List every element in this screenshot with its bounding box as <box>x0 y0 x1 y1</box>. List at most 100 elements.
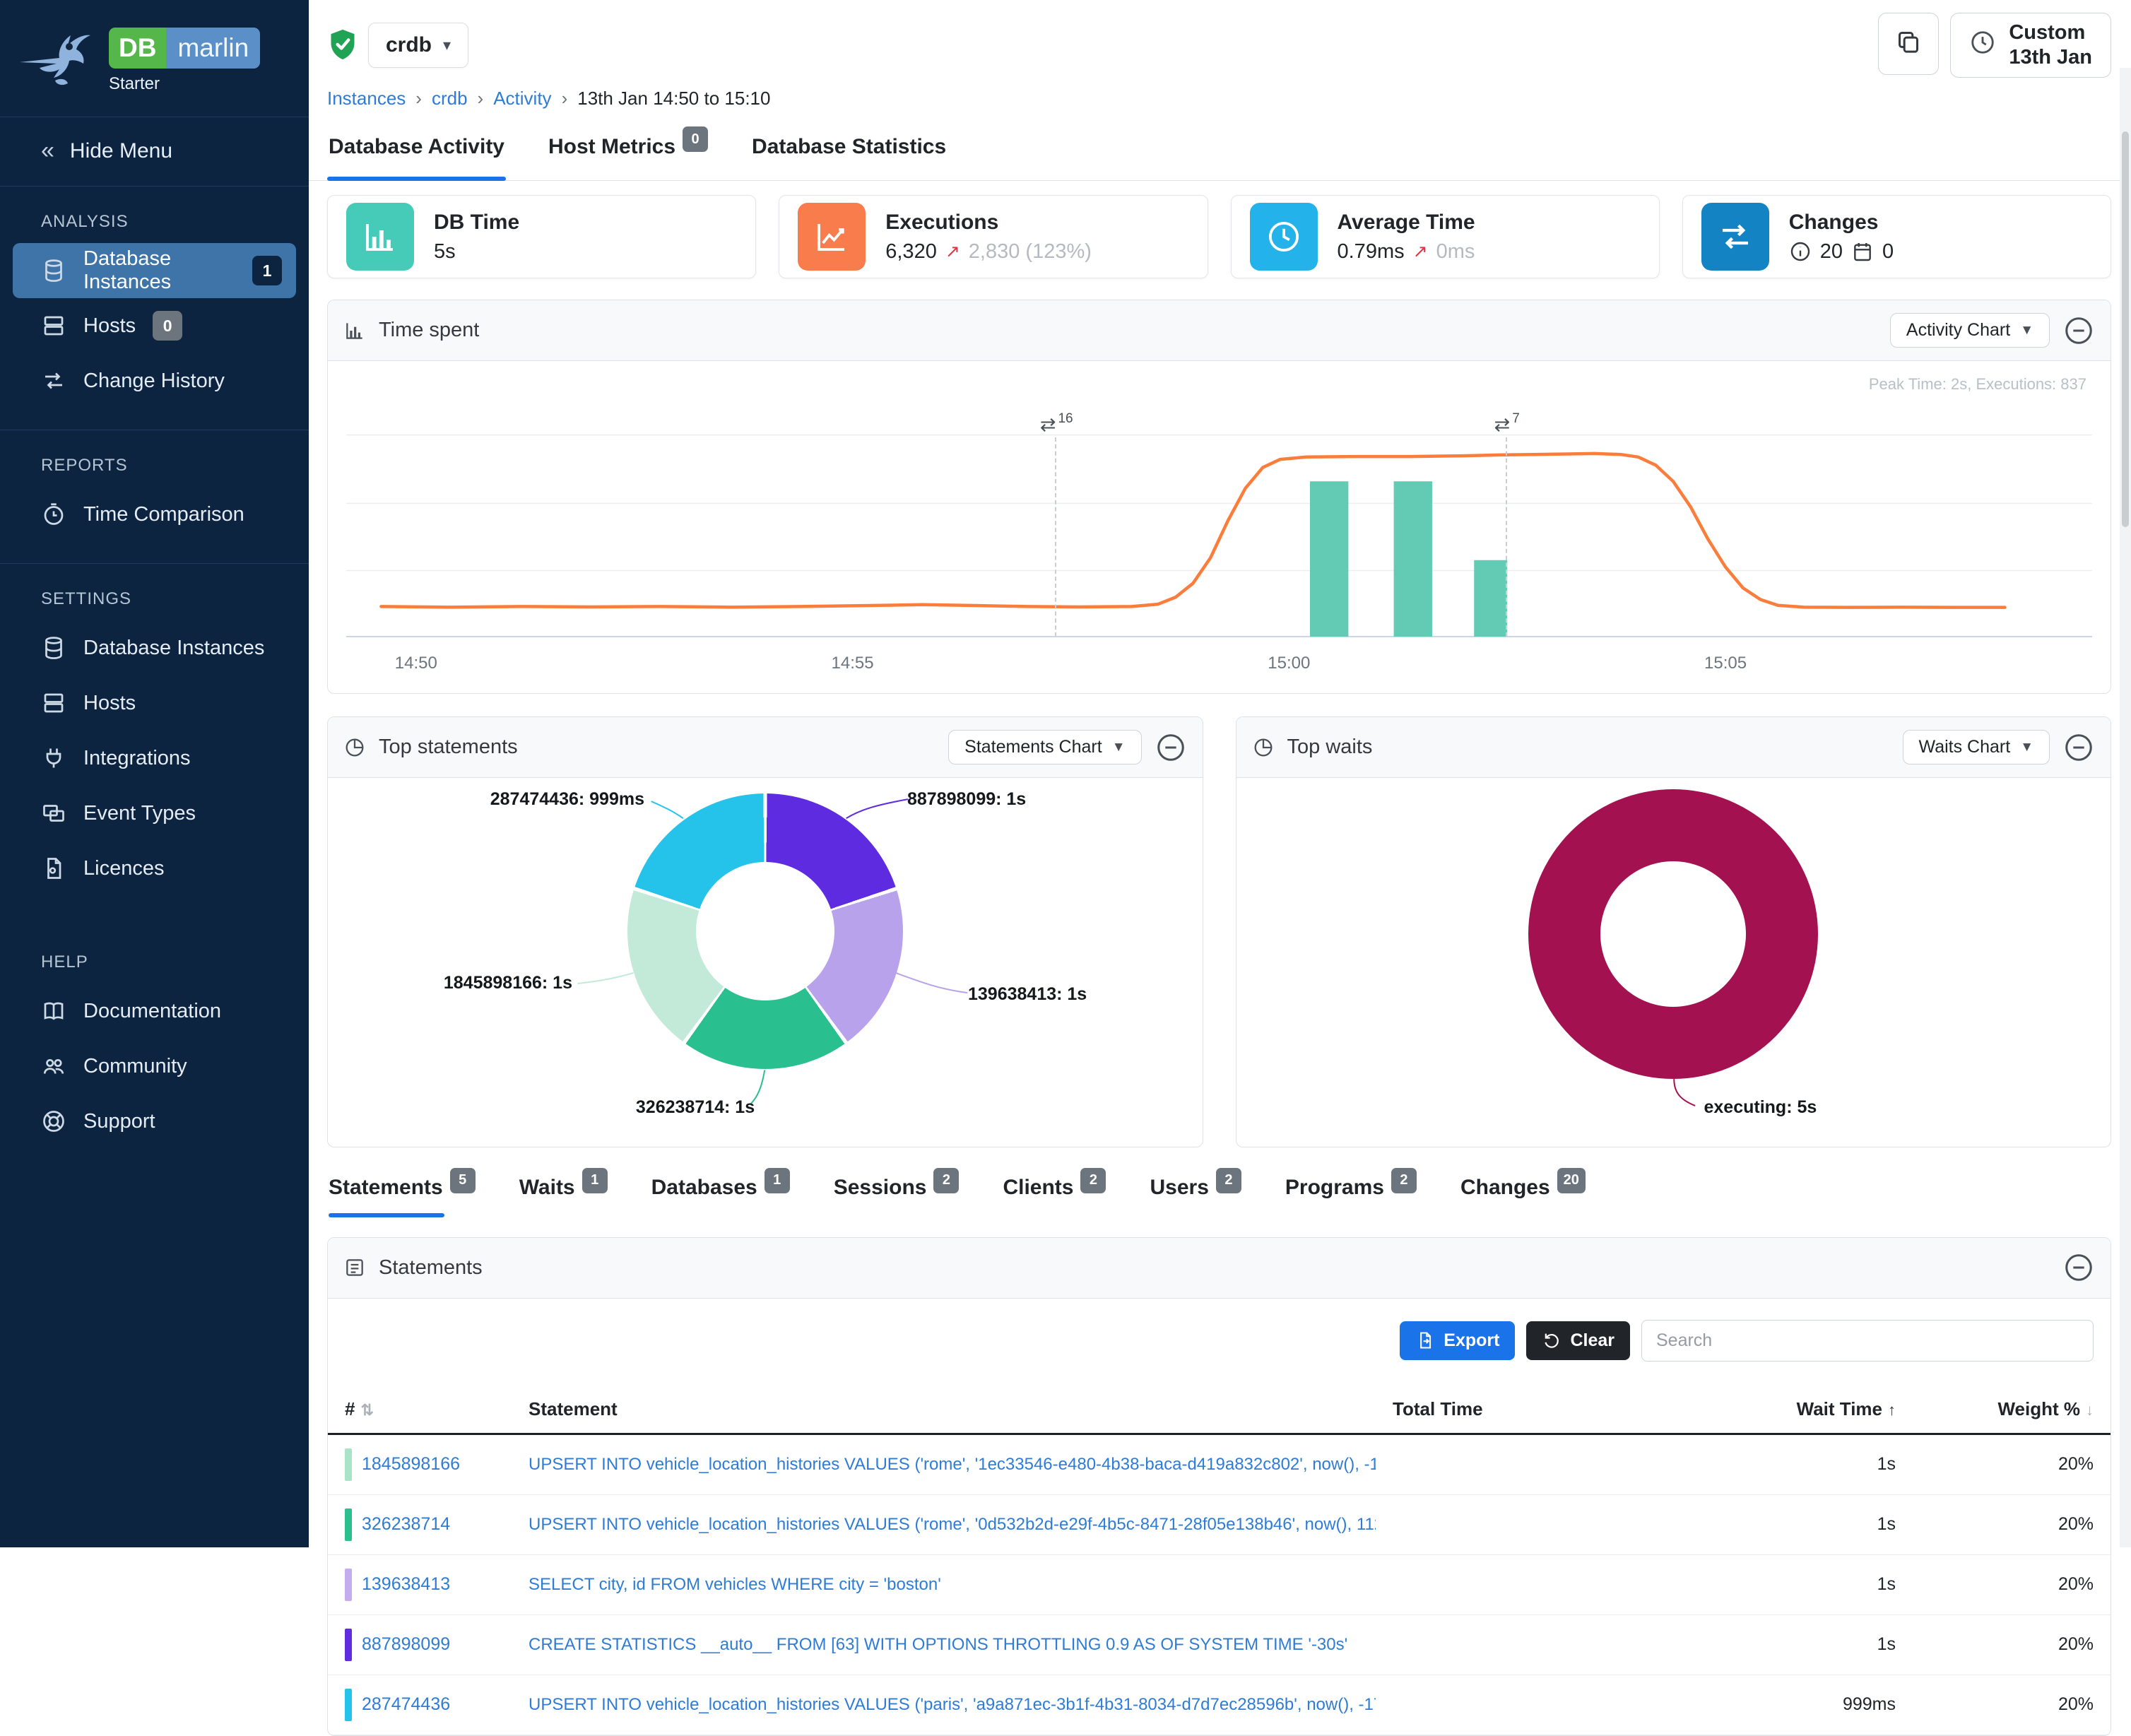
time-spent-svg <box>346 405 2092 637</box>
database-icon <box>41 258 66 283</box>
sidebar-item-database-instances[interactable]: Database Instances 1 <box>13 243 296 298</box>
time-spent-panel: Time spent Activity Chart ▼ Peak Time: 2… <box>327 300 2111 695</box>
statements-panel: Statements Export Clear #⇅ <box>327 1236 2111 1736</box>
pie-chart-icon <box>1252 736 1275 759</box>
column-header-statement[interactable]: Statement <box>512 1385 1376 1435</box>
sidebar-item-settings-hosts[interactable]: Hosts <box>0 675 309 731</box>
count-badge: 1 <box>252 256 282 285</box>
detail-tab-changes[interactable]: Changes 20 <box>1460 1167 1586 1217</box>
vertical-scrollbar[interactable] <box>2120 68 2131 1547</box>
sidebar-item-integrations[interactable]: Integrations <box>0 731 309 786</box>
sidebar-item-time-comparison[interactable]: Time Comparison <box>0 487 309 542</box>
statement-link[interactable]: UPSERT INTO vehicle_location_histories V… <box>529 1514 1376 1534</box>
collapse-panel-icon[interactable] <box>1155 731 1187 764</box>
detail-tab-statements[interactable]: Statements 5 <box>329 1167 476 1217</box>
column-header-weight[interactable]: Weight % ↓ <box>1913 1385 2111 1435</box>
sidebar-item-label: Licences <box>83 856 165 880</box>
hide-menu-button[interactable]: « Hide Menu <box>0 117 309 187</box>
detail-tab-users[interactable]: Users 2 <box>1150 1167 1241 1217</box>
sidebar-item-change-history[interactable]: Change History <box>0 353 309 408</box>
detail-tab-clients[interactable]: Clients 2 <box>1003 1167 1106 1217</box>
column-header-wait-time[interactable]: Wait Time ↑ <box>1680 1385 1913 1435</box>
donut-slice-label: 139638413: 1s <box>968 984 1087 1005</box>
sidebar-item-settings-database-instances[interactable]: Database Instances <box>0 620 309 675</box>
activity-chart-select[interactable]: Activity Chart ▼ <box>1889 313 2050 348</box>
tab-label: Users <box>1150 1176 1209 1200</box>
swap-arrows-icon <box>41 368 66 394</box>
statement-link[interactable]: CREATE STATISTICS __auto__ FROM [63] WIT… <box>529 1634 1348 1654</box>
detail-tab-programs[interactable]: Programs 2 <box>1285 1167 1417 1217</box>
time-spent-chart: Peak Time: 2s, Executions: 837 ⇄ 16 ⇄ 7 14… <box>328 361 2111 693</box>
waits-chart-select[interactable]: Waits Chart ▼ <box>1902 730 2050 765</box>
breadcrumb-activity[interactable]: Activity <box>493 87 552 109</box>
sidebar-item-licences[interactable]: Licences <box>0 841 309 896</box>
change-annotation-marker[interactable]: ⇄ 7 <box>1494 411 1520 436</box>
statement-id-link[interactable]: 287474436 <box>362 1694 451 1715</box>
caret-down-icon: ▼ <box>2020 739 2033 755</box>
statement-id-link[interactable]: 1845898166 <box>362 1454 461 1475</box>
collapse-panel-icon[interactable] <box>2062 1251 2095 1284</box>
export-icon <box>1415 1330 1435 1350</box>
statement-link[interactable]: UPSERT INTO vehicle_location_histories V… <box>529 1454 1376 1474</box>
clear-button[interactable]: Clear <box>1526 1321 1630 1360</box>
search-input[interactable] <box>1641 1319 2094 1362</box>
sidebar-item-event-types[interactable]: Event Types <box>0 786 309 841</box>
top-waits-header: Top waits Waits Chart ▼ <box>1236 717 2111 779</box>
sidebar-item-support[interactable]: Support <box>0 1094 309 1149</box>
brand-marlin: marlin <box>166 27 261 69</box>
statement-id-link[interactable]: 887898099 <box>362 1634 451 1655</box>
top-statements-panel: Top statements Statements Chart ▼ <box>327 716 1203 1148</box>
sidebar: DB marlin Starter « Hide Menu ANALYSIS D… <box>0 0 309 1547</box>
tab-database-statistics[interactable]: Database Statistics <box>750 125 948 181</box>
wait-time-value: 999ms <box>1680 1675 1913 1735</box>
app-logo[interactable]: DB marlin Starter <box>0 0 309 117</box>
statement-id-link[interactable]: 326238714 <box>362 1514 451 1535</box>
tab-database-activity[interactable]: Database Activity <box>327 125 506 181</box>
kpi-info-count: 20 <box>1819 240 1843 263</box>
table-row: 287474436 UPSERT INTO vehicle_location_h… <box>328 1675 2111 1735</box>
kpi-average-time: Average Time 0.79ms ↗ 0ms <box>1230 195 1660 279</box>
section-title: HELP <box>41 952 88 972</box>
detail-tab-waits[interactable]: Waits 1 <box>519 1167 608 1217</box>
sidebar-item-hosts[interactable]: Hosts 0 <box>0 298 309 353</box>
kpi-row: DB Time 5s Executions 6,320 ↗ 2,830 (123… <box>327 195 2111 279</box>
kpi-value: 6,320 <box>885 240 937 263</box>
scrollbar-thumb[interactable] <box>2122 131 2129 527</box>
sidebar-item-label: Support <box>83 1109 155 1133</box>
collapse-panel-icon[interactable] <box>2062 731 2095 764</box>
detail-tab-databases[interactable]: Databases 1 <box>651 1167 790 1217</box>
waits-donut[interactable] <box>1528 789 1819 1080</box>
x-axis-tick: 14:50 <box>394 654 437 673</box>
statements-chart-select[interactable]: Statements Chart ▼ <box>948 730 1142 765</box>
statement-id-link[interactable]: 139638413 <box>362 1574 451 1595</box>
statements-donut[interactable] <box>627 793 903 1070</box>
breadcrumb-crdb[interactable]: crdb <box>431 87 468 109</box>
column-header-total-time[interactable]: Total Time <box>1376 1385 1680 1435</box>
sidebar-item-documentation[interactable]: Documentation <box>0 984 309 1039</box>
export-button[interactable]: Export <box>1400 1321 1516 1360</box>
chart-select-label: Waits Chart <box>1918 737 2011 757</box>
annotation-count: 7 <box>1512 411 1520 426</box>
time-range-button[interactable]: Custom 13th Jan <box>1950 13 2111 78</box>
column-header-num[interactable]: # ⇅ <box>328 1385 512 1435</box>
donut-slice-label: 287474436: 999ms <box>490 789 644 810</box>
copy-button[interactable] <box>1878 13 1940 75</box>
breadcrumb-separator: › <box>561 87 568 109</box>
detail-tab-sessions[interactable]: Sessions 2 <box>834 1167 960 1217</box>
sidebar-item-community[interactable]: Community <box>0 1039 309 1094</box>
kpi-changes: Changes 20 0 <box>1682 195 2111 279</box>
kpi-delta: 2,830 (123%) <box>968 240 1092 263</box>
donut-slice-label: 1845898166: 1s <box>443 973 572 993</box>
breadcrumb-instances[interactable]: Instances <box>327 87 406 109</box>
tab-host-metrics[interactable]: Host Metrics 0 <box>547 125 709 181</box>
collapse-panel-icon[interactable] <box>2062 314 2095 347</box>
sidebar-item-label: Change History <box>83 369 225 392</box>
sidebar-item-label: Database Instances <box>83 247 172 293</box>
statement-link[interactable]: SELECT city, id FROM vehicles WHERE city… <box>529 1574 941 1594</box>
statement-link[interactable]: UPSERT INTO vehicle_location_histories V… <box>529 1694 1376 1714</box>
instance-dropdown[interactable]: crdb ▾ <box>368 22 469 68</box>
donut-hole <box>1600 861 1747 1008</box>
sidebar-section-reports: REPORTS Time Comparison <box>0 430 309 542</box>
change-annotation-marker[interactable]: ⇄ 16 <box>1040 411 1073 436</box>
tab-label: Waits <box>519 1176 575 1200</box>
